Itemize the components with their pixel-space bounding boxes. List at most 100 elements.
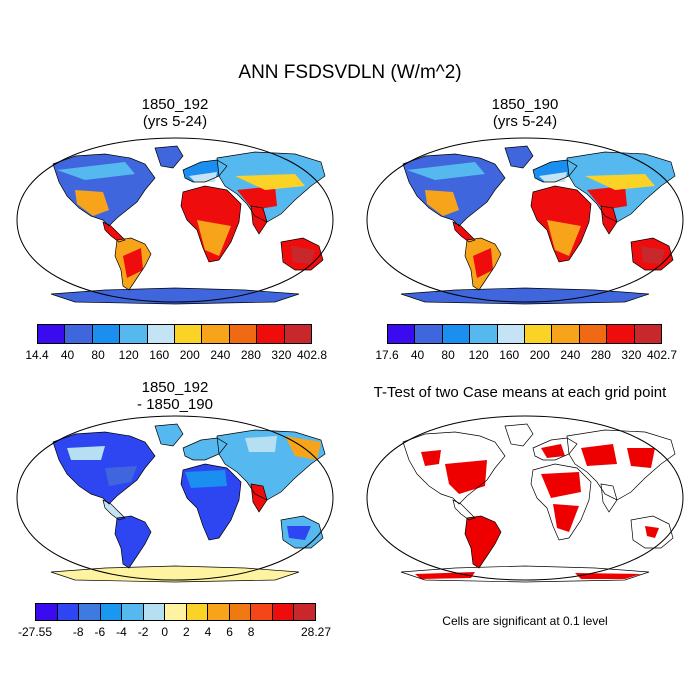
data-region-na (75, 190, 109, 216)
coastline-au (280, 237, 324, 271)
panel-2-years: (yrs 5-24) (492, 113, 558, 130)
continent-ca (103, 222, 125, 242)
colorbar-tick-label: 160 (149, 348, 170, 362)
continent-eu (183, 438, 227, 460)
data-region-as (235, 174, 305, 190)
coastline-as (216, 151, 326, 223)
coastline-as (216, 429, 326, 501)
continent-gr (155, 424, 183, 446)
coastline-in (600, 483, 618, 513)
colorbar-1850-190 (387, 324, 662, 344)
colorbar-swatch (36, 604, 58, 620)
colorbar-tick-label: -27.55 (17, 625, 53, 639)
panel-title-3: 1850_192 - 1850_190 (25, 379, 325, 413)
colorbar-swatch (57, 604, 80, 620)
colorbar-tick-label: 320 (621, 348, 642, 362)
colorbar-swatch (552, 325, 580, 343)
continent-ca (103, 500, 125, 520)
map-border (16, 137, 334, 303)
colorbar-swatch (388, 325, 416, 343)
colorbar-tick-label: 200 (529, 348, 550, 362)
coastline-in (250, 483, 268, 513)
colorbar-tick-label: 0 (161, 625, 169, 639)
colorbar-swatch (65, 325, 93, 343)
colorbar-swatch (208, 604, 230, 620)
coastline-au (280, 515, 324, 549)
colorbar-swatch (186, 604, 209, 620)
data-region-na (57, 162, 135, 180)
data-region-af (185, 470, 227, 488)
coastline-na (402, 431, 506, 505)
colorbar-tick-label: 120 (118, 348, 139, 362)
continent-sa (465, 516, 501, 568)
map-border (16, 415, 334, 581)
colorbar-swatch (470, 325, 498, 343)
continent-gr (505, 146, 533, 168)
coastline-ca (102, 499, 126, 521)
coastline-sa (114, 515, 152, 569)
data-region-na (425, 190, 459, 216)
colorbar-tick-label: 280 (240, 348, 261, 362)
continent-gr (505, 424, 533, 446)
colorbar-tick-label: -6 (94, 625, 106, 639)
data-region-eu (541, 444, 565, 458)
data-region-as (585, 174, 655, 190)
coastline-au (630, 237, 674, 271)
map-border (366, 137, 684, 303)
coastline-af (530, 463, 592, 541)
data-region-as (581, 444, 617, 466)
panel-3-minus: - 1850_190 (137, 396, 213, 413)
colorbar-tick-label: 280 (590, 348, 611, 362)
continent-sa (115, 516, 151, 568)
coastline-sa (464, 515, 502, 569)
colorbar-swatch (607, 325, 635, 343)
continent-ca (453, 500, 475, 520)
colorbar-swatch (634, 325, 662, 343)
coastline-gr (154, 145, 184, 169)
colorbar-tick-label: 160 (499, 348, 520, 362)
coastline-gr (504, 423, 534, 447)
map-panel-ttest (366, 415, 684, 583)
panel-2-case: 1850_190 (491, 96, 559, 113)
data-region-as (627, 448, 655, 468)
colorbar-swatch (38, 325, 66, 343)
colorbar-tick-label: 402.7 (646, 348, 678, 362)
coastline-as (566, 151, 676, 223)
data-region-as (587, 186, 627, 210)
colorbar-tick-label: 17.6 (375, 348, 399, 362)
colorbar-tick-label: 2 (182, 625, 190, 639)
coastline-gr (504, 145, 534, 169)
data-region-au (291, 246, 315, 264)
continent-an (401, 288, 649, 304)
data-region-au (287, 526, 311, 540)
colorbar-tick-label: 40 (410, 348, 425, 362)
data-region-au (645, 526, 659, 538)
data-region-an (575, 573, 641, 579)
continent-gr (155, 146, 183, 168)
coastline-ca (102, 221, 126, 243)
panel-1-case: 1850_192 (141, 96, 209, 113)
colorbar-swatch (284, 325, 312, 343)
coastline-na (52, 153, 156, 227)
colorbar-swatch (202, 325, 230, 343)
coastline-sa (114, 237, 152, 291)
coastline-ca (452, 499, 476, 521)
data-region-as (237, 186, 277, 210)
panel-3-case: 1850_192 (141, 379, 209, 396)
colorbar-swatch (92, 325, 121, 343)
colorbar-tick-label: 28.27 (300, 625, 332, 639)
colorbar-swatch (229, 604, 252, 620)
data-region-sa (123, 248, 143, 278)
coastline-au (630, 515, 674, 549)
panel-1-years: (yrs 5-24) (142, 113, 208, 130)
colorbar-swatch (525, 325, 553, 343)
colorbar-1850-192 (37, 324, 312, 344)
colorbar-swatch (294, 604, 315, 620)
colorbar-tick-label: 320 (271, 348, 292, 362)
map-panel-difference (16, 415, 334, 583)
coastline-na (402, 153, 506, 227)
coastline-ca (452, 221, 476, 243)
data-region-af (541, 472, 581, 498)
data-region-na (105, 466, 137, 486)
colorbar-tick-label: -8 (72, 625, 84, 639)
